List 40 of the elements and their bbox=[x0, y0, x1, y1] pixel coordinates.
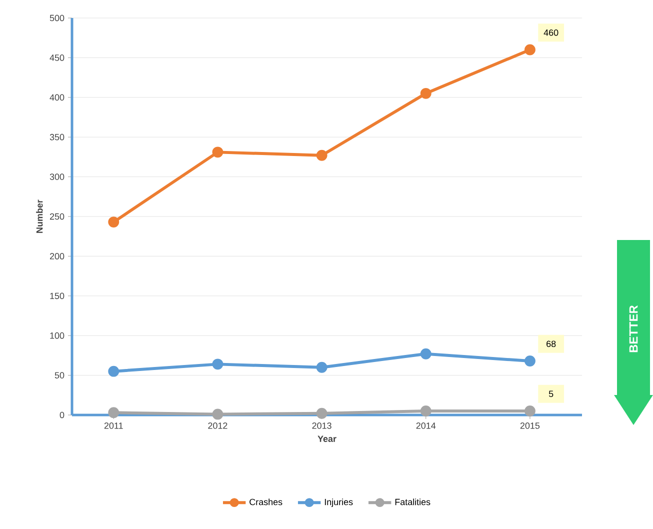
data-label: 68 bbox=[546, 340, 556, 348]
point bbox=[212, 358, 224, 370]
point bbox=[316, 408, 328, 419]
legend-label: Crashes bbox=[250, 498, 282, 506]
point bbox=[524, 356, 536, 366]
point bbox=[316, 150, 328, 161]
y-tick-label: 50 bbox=[54, 372, 64, 378]
y-tick-label: 350 bbox=[50, 134, 64, 140]
y-axis-title: Number bbox=[36, 200, 43, 233]
point bbox=[108, 366, 120, 377]
point bbox=[212, 146, 224, 158]
x-tick-label: 2011 bbox=[104, 422, 123, 429]
x-axis-title: Year bbox=[318, 436, 336, 442]
legend-label: Injuries bbox=[324, 498, 353, 507]
y-tick-label: 250 bbox=[50, 213, 64, 220]
x-tick-label: 2014 bbox=[416, 422, 436, 429]
y-tick-label: 500 bbox=[50, 14, 64, 22]
x-tick-label: 2015 bbox=[520, 422, 540, 429]
point bbox=[212, 408, 224, 420]
point bbox=[420, 406, 432, 417]
data-label: 460 bbox=[544, 29, 558, 36]
point bbox=[108, 407, 120, 418]
y-tick-label: 200 bbox=[50, 253, 64, 260]
y-tick-label: 100 bbox=[50, 332, 64, 339]
y-tick-label: 450 bbox=[50, 54, 64, 61]
text: BETTER bbox=[629, 305, 638, 352]
x-tick-label: 2013 bbox=[312, 422, 332, 429]
point bbox=[524, 44, 536, 56]
data-label: 5 bbox=[548, 390, 554, 398]
y-tick-label: 300 bbox=[50, 174, 64, 180]
y-tick-label: 150 bbox=[50, 292, 64, 300]
point bbox=[108, 216, 120, 228]
y-tick-label: 400 bbox=[50, 94, 64, 101]
point bbox=[524, 406, 536, 417]
point bbox=[420, 88, 432, 99]
point bbox=[420, 348, 432, 360]
y-tick-label: 0 bbox=[60, 412, 64, 418]
point bbox=[316, 362, 328, 373]
legend-label: Fatalities bbox=[395, 498, 430, 506]
x-tick-label: 2012 bbox=[208, 422, 228, 429]
